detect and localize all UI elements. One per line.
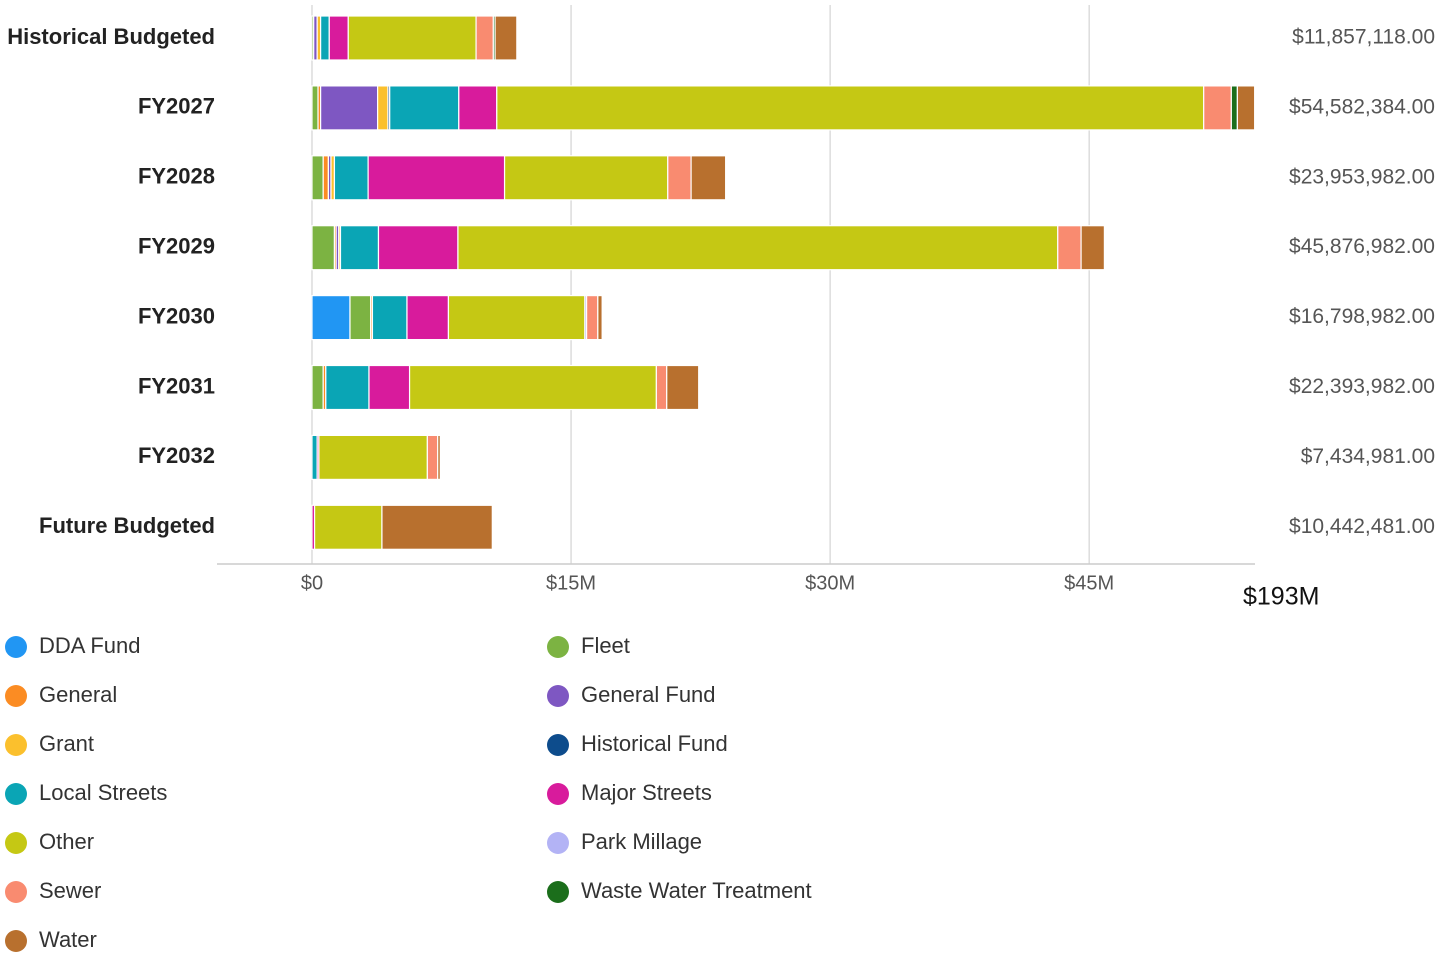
bar-segment bbox=[666, 364, 700, 411]
legend-label: Other bbox=[39, 829, 94, 854]
legend-swatch bbox=[5, 636, 27, 658]
legend-label: Park Millage bbox=[581, 829, 702, 854]
x-tick-label: $30M bbox=[805, 572, 855, 594]
bar-segment bbox=[320, 85, 379, 131]
legend-label: Sewer bbox=[39, 878, 101, 903]
bar-segment bbox=[389, 85, 460, 131]
x-tick-label: $15M bbox=[546, 572, 596, 594]
legend-swatch bbox=[5, 881, 27, 903]
bar-segment bbox=[333, 155, 369, 201]
bar-segment bbox=[496, 85, 1205, 131]
bar-segment bbox=[597, 295, 603, 341]
legend-swatch bbox=[5, 685, 27, 707]
legend-label: Major Streets bbox=[581, 780, 712, 805]
bar-segment bbox=[377, 85, 389, 131]
bar-segment bbox=[311, 364, 324, 411]
bar-segment bbox=[437, 434, 441, 480]
legend-swatch bbox=[5, 734, 27, 756]
category-label: FY2029 bbox=[138, 234, 215, 259]
bar-segment bbox=[503, 155, 669, 201]
bar-segment bbox=[328, 15, 349, 61]
legend-label: Fleet bbox=[581, 633, 630, 658]
bar-segment bbox=[457, 225, 1059, 271]
bar-segment bbox=[1236, 85, 1256, 131]
bar-segment bbox=[381, 504, 493, 550]
bar-segment bbox=[371, 295, 408, 341]
bar-segment bbox=[408, 364, 657, 411]
bar-segment bbox=[1230, 85, 1238, 131]
legend-swatch bbox=[547, 881, 569, 903]
legend-swatch bbox=[5, 783, 27, 805]
bar-segment bbox=[655, 364, 668, 411]
bar-segment bbox=[494, 15, 518, 61]
bar-segment bbox=[311, 85, 319, 131]
legend-swatch bbox=[547, 783, 569, 805]
bar-segment bbox=[311, 225, 336, 271]
legend-label: Water bbox=[39, 927, 97, 952]
bar-segment bbox=[1080, 225, 1105, 271]
total-label: $45,876,982.00 bbox=[1289, 235, 1435, 258]
legend-swatch bbox=[547, 832, 569, 854]
total-label: $16,798,982.00 bbox=[1289, 305, 1435, 328]
bar-segment bbox=[347, 15, 477, 61]
bar-segment bbox=[447, 295, 586, 341]
total-label: $11,857,118.00 bbox=[1292, 26, 1435, 49]
bar-segment bbox=[367, 155, 506, 201]
total-label: $22,393,982.00 bbox=[1289, 375, 1435, 398]
legend-label: DDA Fund bbox=[39, 633, 141, 658]
total-label: $54,582,384.00 bbox=[1289, 95, 1435, 118]
bar-segment bbox=[586, 295, 599, 341]
bar-segment bbox=[667, 155, 692, 201]
category-label: FY2028 bbox=[138, 164, 215, 189]
bar-segment bbox=[377, 225, 459, 271]
bar-segment bbox=[475, 15, 494, 61]
legend-label: General Fund bbox=[581, 682, 716, 707]
legend-swatch bbox=[547, 685, 569, 707]
annotation: $193M bbox=[1243, 583, 1319, 611]
total-label: $23,953,982.00 bbox=[1289, 165, 1435, 188]
bar-segment bbox=[368, 364, 411, 411]
x-tick-label: $0 bbox=[301, 572, 323, 594]
legend-swatch bbox=[547, 734, 569, 756]
total-label: $7,434,981.00 bbox=[1301, 445, 1435, 468]
category-label: FY2031 bbox=[138, 373, 215, 398]
bar-segment bbox=[349, 295, 372, 341]
bar-segment bbox=[311, 434, 318, 480]
x-tick-label: $45M bbox=[1064, 572, 1114, 594]
bar-segment bbox=[322, 155, 329, 201]
bar-segment bbox=[1057, 225, 1082, 271]
category-label: Historical Budgeted bbox=[7, 24, 215, 49]
bar-segment bbox=[339, 225, 380, 271]
category-label: Future Budgeted bbox=[39, 513, 215, 538]
bar-segment bbox=[406, 295, 450, 341]
bar-segment bbox=[1203, 85, 1232, 131]
bar-segment bbox=[320, 15, 330, 61]
legend-label: Waste Water Treatment bbox=[581, 878, 812, 903]
category-label: FY2030 bbox=[138, 303, 215, 328]
bar-segment bbox=[690, 155, 727, 201]
bar-segment bbox=[318, 434, 428, 480]
legend-label: Grant bbox=[39, 731, 94, 756]
legend-label: General bbox=[39, 682, 117, 707]
legend-swatch bbox=[5, 930, 27, 952]
bar-segment bbox=[458, 85, 498, 131]
bar-segment bbox=[311, 295, 351, 341]
total-label: $10,442,481.00 bbox=[1289, 515, 1435, 538]
bar-segment bbox=[311, 155, 324, 201]
legend-label: Local Streets bbox=[39, 780, 167, 805]
legend-label: Historical Fund bbox=[581, 731, 728, 756]
bar-segment bbox=[325, 364, 370, 411]
legend-swatch bbox=[547, 636, 569, 658]
legend-swatch bbox=[5, 832, 27, 854]
category-label: FY2027 bbox=[138, 94, 215, 119]
bar-segment bbox=[313, 504, 383, 550]
bar-segment bbox=[426, 434, 439, 480]
category-label: FY2032 bbox=[138, 443, 215, 468]
